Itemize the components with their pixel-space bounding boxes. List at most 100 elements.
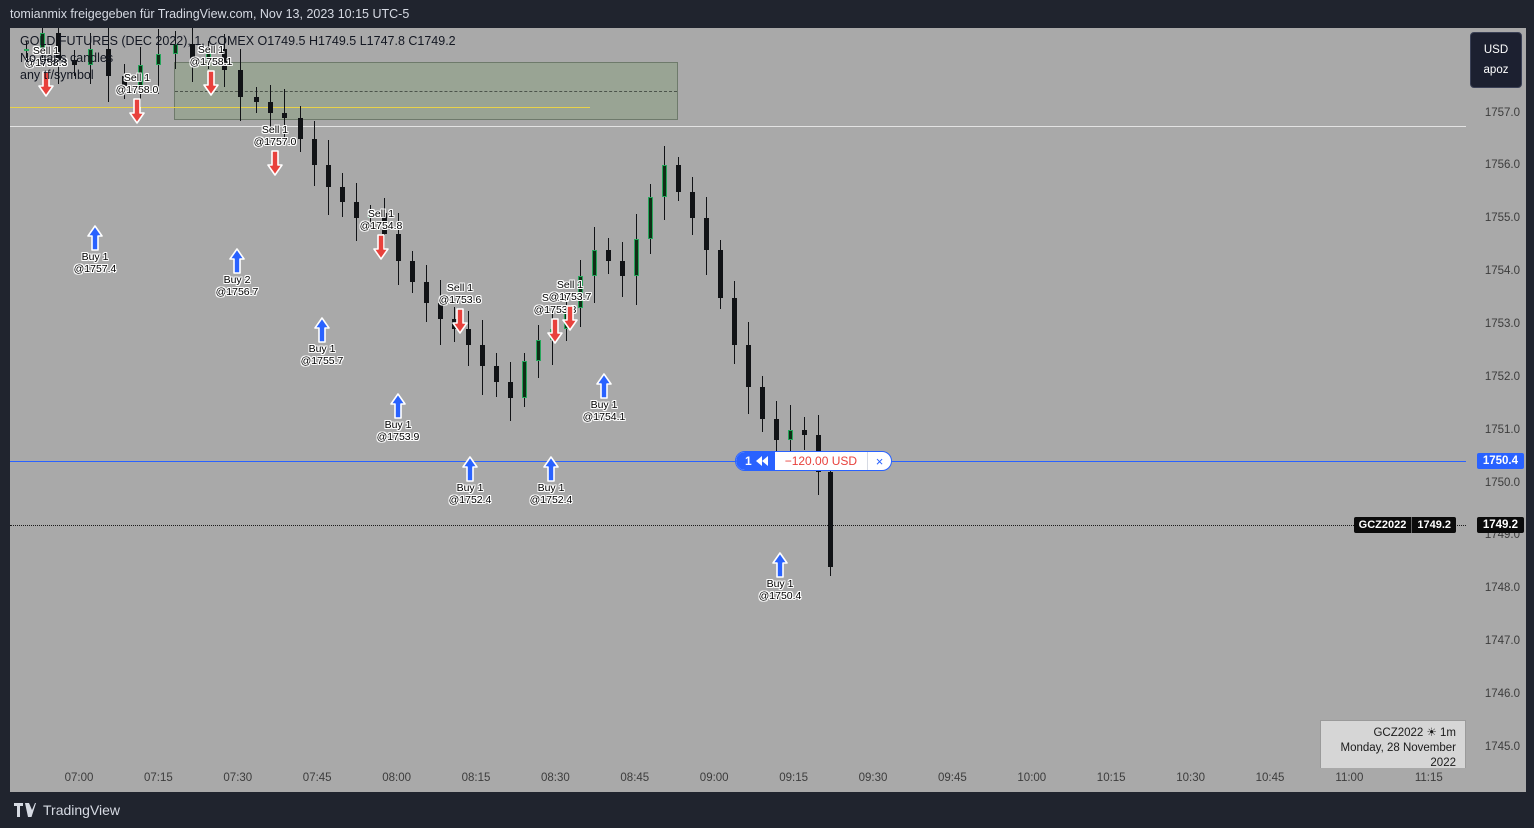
candle-body bbox=[268, 102, 273, 113]
arrow-up-icon bbox=[595, 373, 613, 399]
time-tick: 07:15 bbox=[144, 772, 173, 784]
position-pl-value: −120.00 USD bbox=[784, 454, 858, 469]
trade-marker-price: @1753.6 bbox=[438, 294, 482, 306]
trade-marker-price: @1756.7 bbox=[215, 286, 259, 298]
candle-body bbox=[122, 75, 127, 87]
trade-marker-price: @1753.8 bbox=[533, 304, 577, 316]
trade-marker-label: Buy 1 @1755.7 bbox=[301, 343, 344, 367]
candle-body bbox=[72, 59, 77, 65]
trade-marker-price: @1755.7 bbox=[300, 355, 344, 367]
trade-marker-side: Sell 1 bbox=[367, 208, 395, 220]
candle-body bbox=[138, 65, 143, 87]
last-price-symbol-tag[interactable]: GCZ2022 1749.2 bbox=[1353, 516, 1456, 533]
time-tick: 10:30 bbox=[1176, 772, 1205, 784]
last-price-badge[interactable]: 1749.2 bbox=[1476, 516, 1524, 533]
candle-body bbox=[254, 96, 259, 102]
price-tick: 1755.0 bbox=[1484, 212, 1520, 225]
chart-pane[interactable]: Sell 1 @1758.3 Sell 1 @1758.0 Sell 1 @1758.1 S… bbox=[10, 28, 1466, 768]
info-box-symbol-line: GCZ2022 ☀ 1m bbox=[1373, 727, 1456, 739]
trade-marker-label: Buy 1 @1754.1 bbox=[583, 399, 626, 423]
supply-zone-midline bbox=[175, 91, 677, 93]
trade-marker-label: Buy 2 @1756.7 bbox=[216, 274, 259, 298]
candle-body bbox=[746, 345, 751, 388]
rewind-icon[interactable] bbox=[755, 456, 768, 467]
candle-body bbox=[494, 366, 499, 383]
candle-body bbox=[774, 419, 779, 441]
candle-body bbox=[238, 70, 243, 97]
time-tick: 07:45 bbox=[302, 772, 332, 784]
candle-body bbox=[88, 49, 93, 65]
candle-body bbox=[704, 218, 709, 250]
candle-body bbox=[592, 250, 597, 277]
price-tick: 1750.0 bbox=[1484, 476, 1520, 489]
candle-body bbox=[312, 139, 317, 166]
time-tick: 10:45 bbox=[1255, 772, 1285, 784]
currency-badge-line1: USD bbox=[1483, 44, 1509, 56]
stop-white-line[interactable] bbox=[10, 125, 1466, 127]
trade-marker-price: @1750.4 bbox=[758, 590, 802, 602]
trade-marker-side: Buy 1 bbox=[308, 343, 336, 355]
time-tick: 10:00 bbox=[1017, 772, 1047, 784]
price-tick: 1748.0 bbox=[1484, 582, 1520, 595]
candle-body bbox=[760, 387, 765, 420]
time-tick: 11:15 bbox=[1414, 772, 1443, 784]
arrow-up-icon bbox=[86, 225, 104, 251]
candle-body bbox=[298, 117, 303, 139]
candle-body bbox=[508, 382, 513, 398]
price-tick: 1746.0 bbox=[1484, 688, 1520, 700]
position-quantity-label: 1 bbox=[745, 454, 752, 469]
time-axis[interactable]: 07:00 07:15 07:30 07:45 08:00 08:15 08:30 08:45… bbox=[10, 768, 1526, 792]
tradingview-brand-label: TradingView bbox=[43, 802, 121, 818]
candle-body bbox=[40, 33, 45, 50]
arrow-up-icon bbox=[542, 456, 560, 482]
supply-zone[interactable] bbox=[174, 62, 678, 121]
trade-marker-side: Sell 1 bbox=[446, 282, 474, 294]
candle-body bbox=[620, 260, 625, 277]
last-price-dotted-line bbox=[10, 524, 1466, 526]
candle-body bbox=[564, 308, 569, 330]
time-tick: 10:15 bbox=[1096, 772, 1126, 784]
trade-marker-price: @1752.4 bbox=[529, 494, 573, 506]
price-tick: 1751.0 bbox=[1484, 423, 1520, 436]
price-tick: 1756.0 bbox=[1484, 159, 1520, 172]
price-tick: 1753.0 bbox=[1484, 318, 1520, 330]
arrow-down-icon bbox=[372, 234, 390, 260]
candle-body bbox=[106, 49, 111, 76]
trade-marker-side: Buy 1 bbox=[590, 399, 618, 411]
last-price-tag-price: 1749.2 bbox=[1411, 516, 1456, 533]
candle-body bbox=[690, 191, 695, 219]
trade-marker-side: Buy 1 bbox=[456, 482, 484, 494]
candle-body bbox=[452, 318, 457, 330]
close-position-icon[interactable]: × bbox=[867, 452, 891, 471]
candle-body bbox=[222, 49, 227, 71]
trade-marker-label: Sell 1 @1753.7 bbox=[549, 279, 592, 303]
price-tick: 1754.0 bbox=[1484, 265, 1520, 278]
time-tick: 08:45 bbox=[620, 772, 650, 784]
arrow-up-icon bbox=[228, 248, 246, 274]
trade-marker-label: Buy 1 @1752.4 bbox=[449, 482, 492, 506]
candle-body bbox=[56, 33, 61, 60]
candle-body bbox=[24, 49, 29, 52]
attribution-bar: tomianmix freigegeben für TradingView.co… bbox=[0, 0, 1534, 28]
arrow-down-icon bbox=[546, 318, 564, 344]
currency-badge[interactable]: USD apoz bbox=[1470, 32, 1522, 88]
last-price-tag-symbol: GCZ2022 bbox=[1358, 518, 1407, 531]
trade-marker-side: Buy 1 bbox=[81, 251, 109, 263]
currency-badge-line2: apoz bbox=[1483, 64, 1509, 76]
candle-body bbox=[662, 165, 667, 198]
trade-marker-price: @1753.9 bbox=[376, 431, 420, 443]
candle-body bbox=[578, 276, 583, 309]
open-position-widget[interactable]: 1 −120.00 USD × bbox=[735, 451, 893, 472]
trade-marker-side: Buy 1 bbox=[537, 482, 565, 494]
current-price-badge[interactable]: 1750.4 bbox=[1476, 453, 1524, 470]
price-axis[interactable]: USD apoz 1758.01757.01756.01755.01754.01… bbox=[1466, 28, 1526, 768]
tradingview-logo-icon[interactable] bbox=[14, 803, 36, 817]
price-tick: 1752.0 bbox=[1484, 370, 1520, 383]
candle-body bbox=[648, 197, 653, 240]
trade-marker-label: Buy 1 @1753.9 bbox=[377, 419, 420, 443]
candle-body bbox=[634, 239, 639, 277]
legend-symbol-line: GOLD FUTURES (DEC 2022), 1, COMEX O1749.… bbox=[20, 34, 456, 48]
price-tick: 1757.0 bbox=[1484, 106, 1520, 119]
position-quantity-group[interactable]: 1 bbox=[736, 452, 775, 471]
arrow-down-icon bbox=[128, 98, 146, 124]
